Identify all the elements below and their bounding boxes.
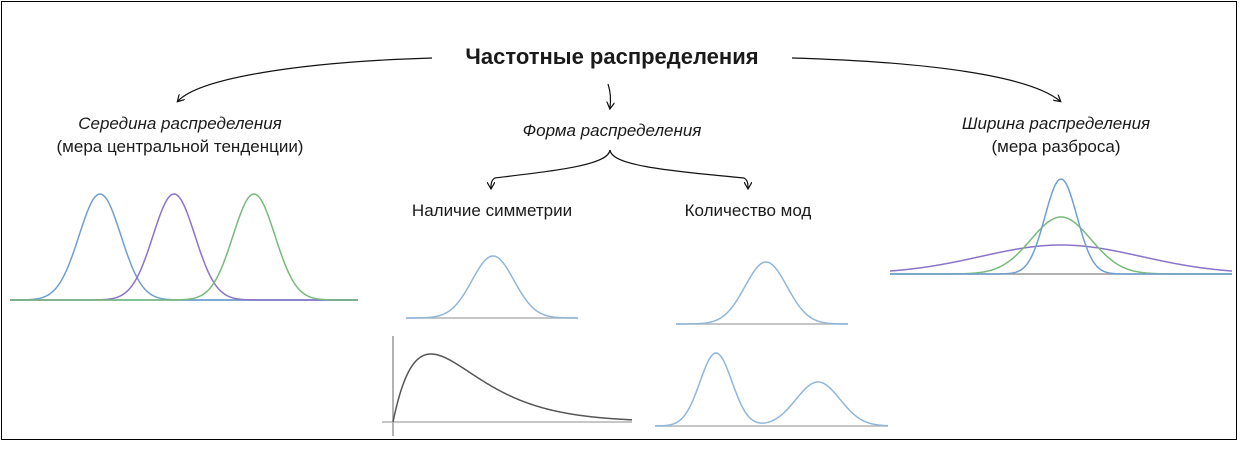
spread-curve-narrow (890, 178, 1232, 275)
width-subtitle: (мера разброса) (991, 137, 1121, 156)
center-title: Середина распределения (78, 114, 282, 133)
diagram-title: Частотные распределения (465, 44, 759, 69)
symmetry-label: Наличие симметрии (411, 201, 573, 220)
diagram-frame (1, 1, 1237, 440)
width-title: Ширина распределения (961, 114, 1151, 133)
shape-title: Форма распределения (522, 121, 702, 140)
symmetric-plot (406, 255, 578, 319)
bimodal-curve (654, 352, 889, 427)
brace-right-branch (609, 149, 748, 188)
unimodal-plot (676, 261, 849, 325)
arrow-to-width (791, 57, 1060, 101)
arrow-to-center (178, 57, 433, 101)
bimodal-plot (654, 352, 889, 427)
modes-label: Количество мод (684, 201, 812, 220)
center-curve-3 (10, 193, 358, 301)
arrow-to-shape (608, 83, 611, 108)
center-subtitle: (мера центральной тенденции) (56, 137, 304, 156)
spread-curve-wide (889, 244, 1233, 272)
skewed-plot (382, 336, 633, 436)
symmetric-curve (406, 255, 578, 319)
center-curve-1 (10, 193, 358, 301)
unimodal-curve (676, 261, 849, 325)
center-plot (10, 193, 358, 301)
skewed-curve (392, 353, 633, 423)
brace-left-branch (491, 149, 611, 188)
center-curve-2 (10, 193, 358, 301)
spread-plot (889, 178, 1233, 275)
